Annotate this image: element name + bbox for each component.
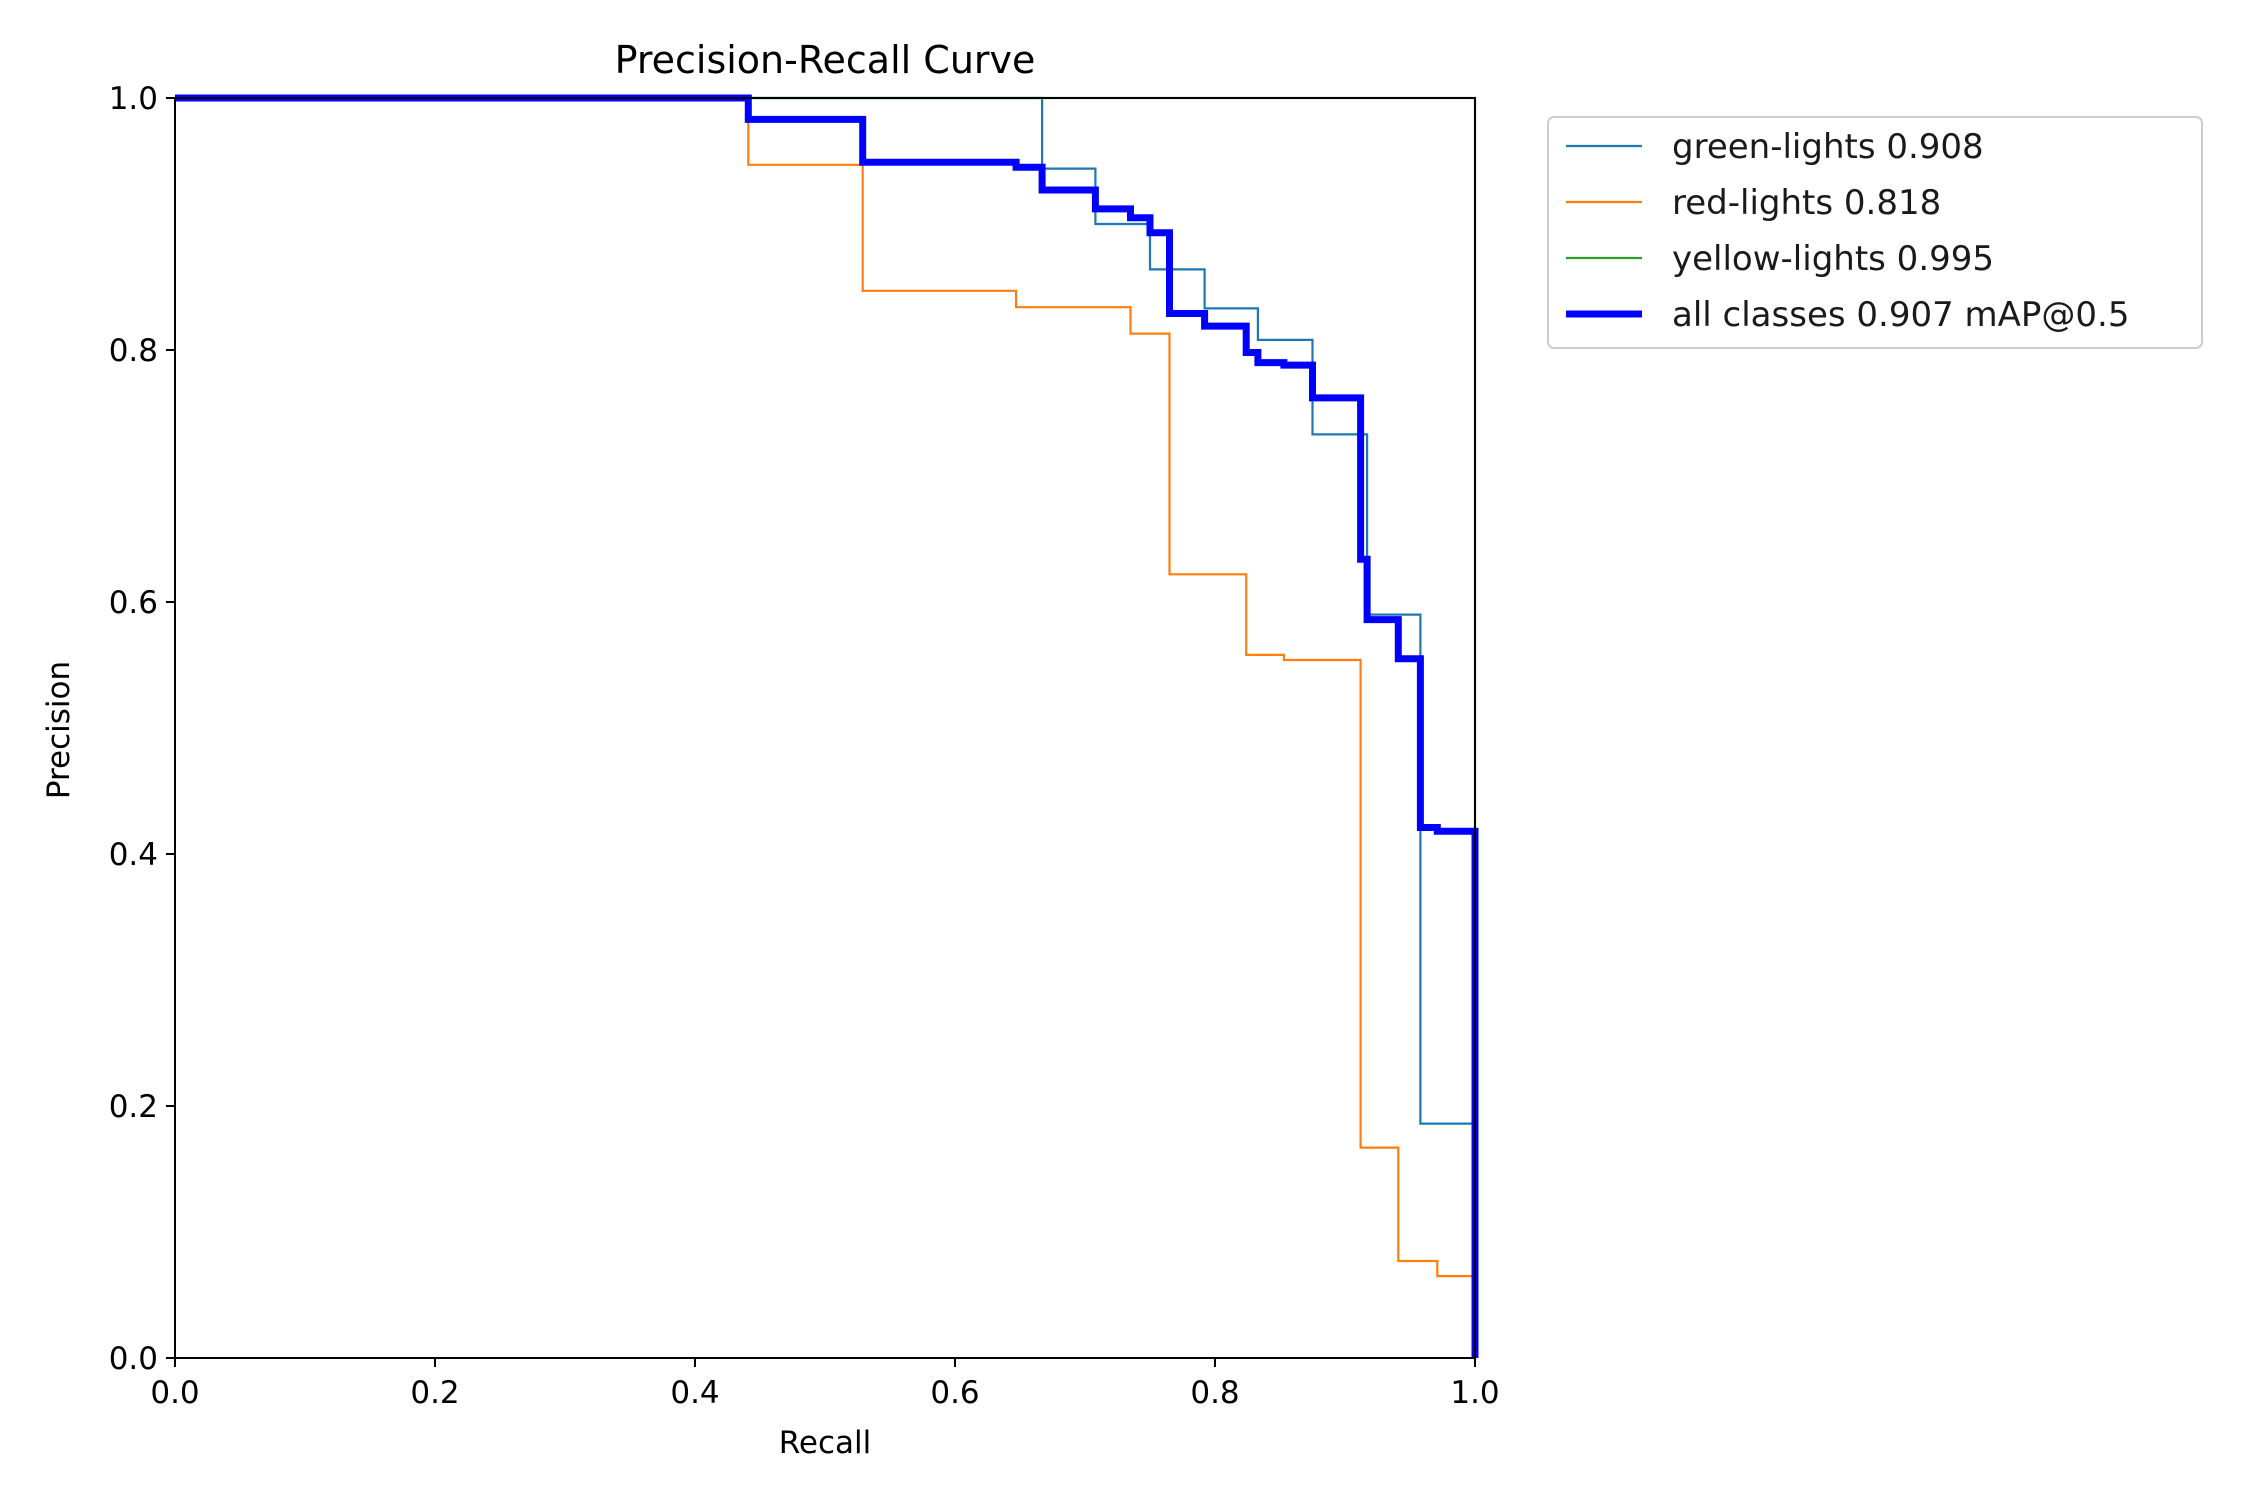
x-tick-label: 1.0 [1450,1375,1499,1411]
x-tick-label: 0.2 [410,1375,459,1411]
series-line-1 [175,96,1477,1358]
y-tick-label: 0.8 [109,333,158,369]
y-axis-label: Precision [41,661,77,799]
x-axis: 0.0 0.2 0.4 0.6 0.8 1.0 [150,1358,1500,1411]
y-axis: 0.0 0.2 0.4 0.6 0.8 1.0 [109,81,175,1377]
legend-items: green-lights 0.908 red-lights 0.818 yellow… [1566,127,2129,335]
y-tick-label: 0.6 [109,585,158,621]
plot-frame [174,97,1476,1359]
y-tick-label: 1.0 [109,81,158,117]
legend-frame [1547,116,2203,349]
x-tick-label: 0.0 [150,1375,199,1411]
x-tick-label: 0.8 [1190,1375,1239,1411]
legend-entry: all classes 0.907 mAP@0.5 [1672,295,2129,335]
chart-title: Precision-Recall Curve [615,38,1036,82]
x-axis-label: Recall [779,1425,872,1461]
series-line-2 [175,96,1477,1358]
legend-entry: green-lights 0.908 [1672,127,1984,167]
legend-entry: yellow-lights 0.995 [1672,239,1994,279]
x-tick-label: 0.4 [670,1375,719,1411]
y-tick-label: 0.4 [109,837,158,873]
legend-entry: red-lights 0.818 [1672,183,1941,223]
series-line-4 [175,94,1479,1358]
y-tick-label: 0.0 [109,1341,158,1377]
legend: green-lights 0.908 red-lights 0.818 yellow… [1547,116,2203,349]
y-tick-label: 0.2 [109,1089,158,1125]
x-tick-label: 0.6 [930,1375,979,1411]
